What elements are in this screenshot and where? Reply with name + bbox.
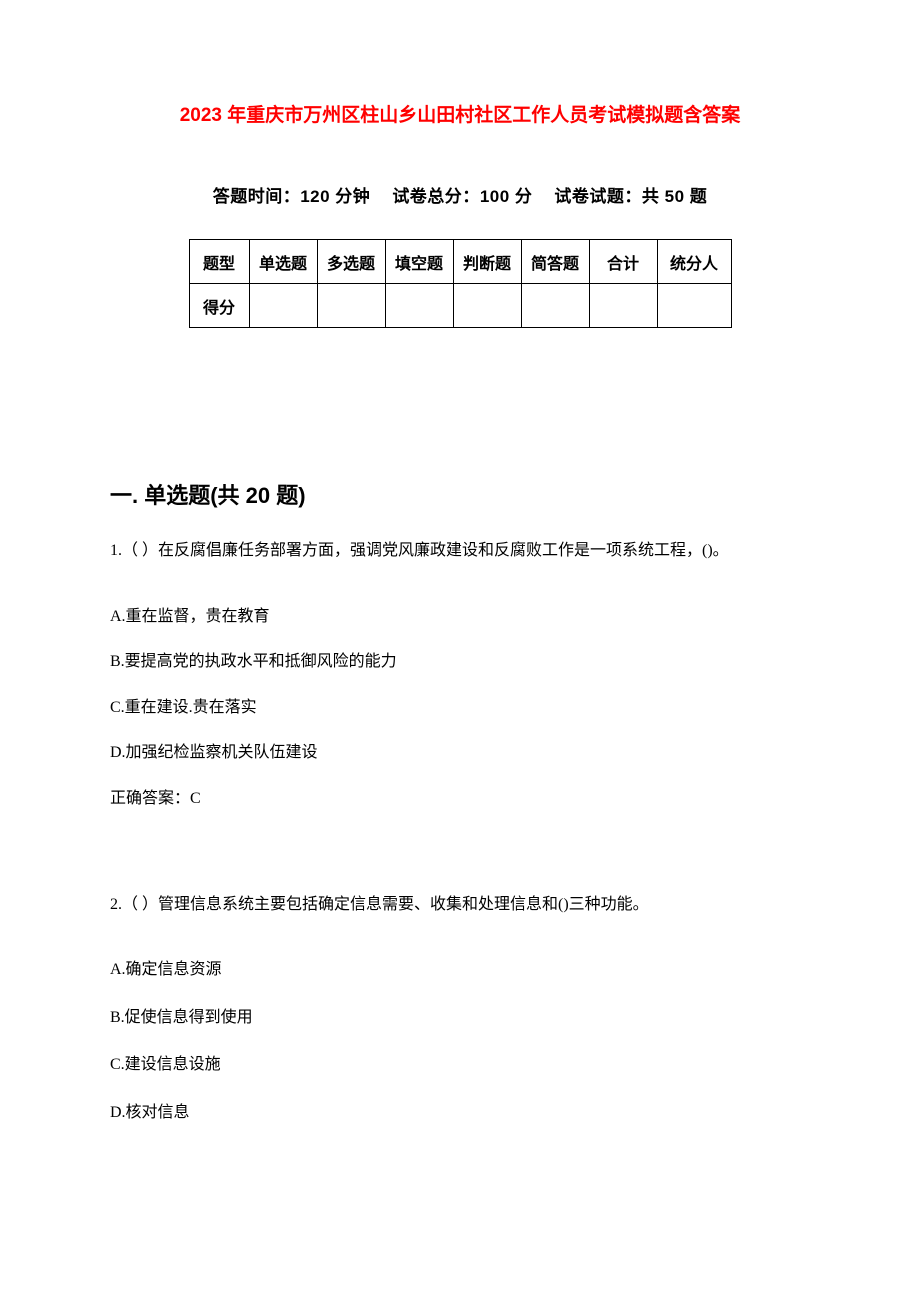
time-label: 答题时间： xyxy=(213,187,301,206)
exam-info-line: 答题时间：120 分钟 试卷总分：100 分 试卷试题：共 50 题 xyxy=(110,182,810,207)
option-d: D.加强纪检监察机关队伍建设 xyxy=(110,740,810,766)
table-header-cell: 简答题 xyxy=(521,240,589,284)
option-c: C.建设信息设施 xyxy=(110,1052,810,1078)
table-row: 题型 单选题 多选题 填空题 判断题 简答题 合计 统分人 xyxy=(189,240,731,284)
question-block: 2.（ ）管理信息系统主要包括确定信息需要、收集和处理信息和()三种功能。 A.… xyxy=(110,892,810,1126)
count-label: 试卷试题： xyxy=(554,187,642,206)
correct-answer: 正确答案：C xyxy=(110,786,810,812)
table-cell xyxy=(453,284,521,328)
option-d: D.核对信息 xyxy=(110,1100,810,1126)
total-value: 100 分 xyxy=(480,187,533,206)
time-value: 120 分钟 xyxy=(300,187,370,206)
table-cell xyxy=(249,284,317,328)
section-heading: 一. 单选题(共 20 题) xyxy=(110,478,810,510)
table-cell xyxy=(385,284,453,328)
option-b: B.要提高党的执政水平和抵御风险的能力 xyxy=(110,649,810,675)
table-cell xyxy=(317,284,385,328)
option-c: C.重在建设.贵在落实 xyxy=(110,695,810,721)
option-b: B.促使信息得到使用 xyxy=(110,1005,810,1031)
table-cell xyxy=(657,284,731,328)
table-row: 得分 xyxy=(189,284,731,328)
table-header-cell: 判断题 xyxy=(453,240,521,284)
table-header-cell: 合计 xyxy=(589,240,657,284)
table-header-cell: 多选题 xyxy=(317,240,385,284)
count-value: 共 50 题 xyxy=(642,187,707,206)
table-header-cell: 填空题 xyxy=(385,240,453,284)
table-header-cell: 题型 xyxy=(189,240,249,284)
exam-title: 2023 年重庆市万州区柱山乡山田村社区工作人员考试模拟题含答案 xyxy=(110,100,810,127)
table-cell xyxy=(521,284,589,328)
table-header-cell: 单选题 xyxy=(249,240,317,284)
question-stem: 1.（ ）在反腐倡廉任务部署方面，强调党风廉政建设和反腐败工作是一项系统工程，(… xyxy=(110,538,810,564)
question-block: 1.（ ）在反腐倡廉任务部署方面，强调党风廉政建设和反腐败工作是一项系统工程，(… xyxy=(110,538,810,812)
score-table: 题型 单选题 多选题 填空题 判断题 简答题 合计 统分人 得分 xyxy=(189,239,732,328)
question-stem: 2.（ ）管理信息系统主要包括确定信息需要、收集和处理信息和()三种功能。 xyxy=(110,892,810,918)
option-a: A.重在监督，贵在教育 xyxy=(110,604,810,630)
total-label: 试卷总分： xyxy=(392,187,480,206)
table-cell xyxy=(589,284,657,328)
table-header-cell: 统分人 xyxy=(657,240,731,284)
option-a: A.确定信息资源 xyxy=(110,957,810,983)
table-cell: 得分 xyxy=(189,284,249,328)
